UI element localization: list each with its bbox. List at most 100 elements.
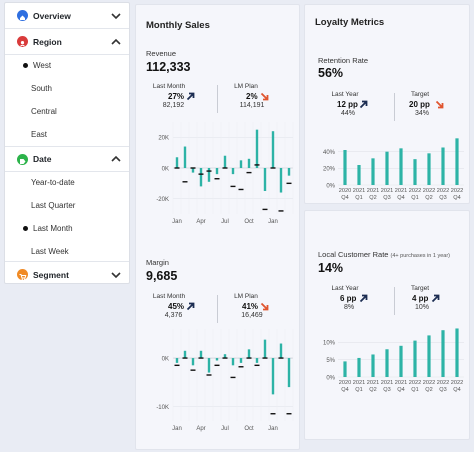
- variance-bar: [183, 350, 187, 359]
- retention-rate-chart: 40%20%0%2020Q42021Q12021Q22021Q32021Q420…: [323, 138, 464, 201]
- region-item-label: South: [31, 83, 52, 93]
- chevron-up-icon[interactable]: [110, 153, 122, 165]
- target-marker: [198, 357, 204, 359]
- quarter-bar: [399, 148, 403, 185]
- x-tick-year: 2021: [353, 380, 365, 386]
- region-item-west[interactable]: West: [5, 55, 129, 75]
- variance-bar: [223, 354, 227, 359]
- region-item-east[interactable]: East: [5, 124, 129, 144]
- retention-last-year-label: Last Year: [331, 91, 359, 98]
- target-marker: [246, 357, 252, 359]
- x-tick-year: 2022: [423, 380, 435, 386]
- target-marker: [286, 182, 292, 185]
- region-header[interactable]: Region: [5, 29, 129, 55]
- chevron-up-icon[interactable]: [110, 36, 122, 48]
- margin-last-month-pct: 45%: [168, 302, 185, 311]
- target-marker: [206, 374, 212, 376]
- quarter-bar: [427, 335, 431, 377]
- date-item-ytd[interactable]: Year-to-date: [5, 172, 129, 192]
- target-marker: [174, 364, 180, 367]
- overview-header[interactable]: Overview: [5, 3, 129, 29]
- x-tick-year: 2021: [381, 380, 393, 386]
- date-header[interactable]: Date: [5, 146, 129, 172]
- variance-bar: [175, 358, 179, 363]
- arrow-down-right-icon: [260, 92, 269, 101]
- divider: [217, 85, 218, 113]
- variance-bar: [199, 350, 203, 359]
- margin-lm-plan-abs: 16,469: [241, 312, 263, 319]
- variance-bar: [239, 358, 243, 363]
- quarter-bar: [385, 349, 389, 377]
- x-tick-year: 2021: [367, 380, 379, 386]
- target-marker: [190, 167, 196, 169]
- date-item-last-quarter[interactable]: Last Quarter: [5, 195, 129, 215]
- y-tick-label: 0K: [162, 356, 169, 362]
- y-tick-label: 20%: [323, 167, 336, 173]
- date-item-last-week[interactable]: Last Week: [5, 241, 129, 261]
- revenue-value: 112,333: [146, 60, 191, 74]
- variance-bar: [231, 168, 235, 175]
- revenue-last-month-pct: 27%: [168, 92, 185, 101]
- variance-bar: [263, 168, 267, 191]
- region-item-label: West: [33, 60, 52, 70]
- y-tick-label: 20K: [158, 136, 169, 142]
- variance-bar: [271, 358, 275, 395]
- retention-last-year-pct: 44%: [340, 110, 355, 117]
- x-tick-quarter: Q2: [369, 387, 376, 393]
- retention-last-year-pp: 12 pp: [337, 100, 358, 109]
- segment-header[interactable]: Segment: [5, 261, 129, 287]
- revenue-variance-chart: 20K 0K -20K Jan Apr Jul Oct Jan: [156, 122, 294, 225]
- x-tick-year: 2021: [395, 380, 407, 386]
- retention-rate-label: Retention Rate: [318, 56, 369, 65]
- date-item-last-month[interactable]: Last Month: [5, 218, 129, 238]
- region-item-central[interactable]: Central: [5, 101, 129, 121]
- arrow-up-right-icon: [186, 92, 195, 101]
- variance-bar: [207, 358, 211, 373]
- local-target-label: Target: [410, 285, 430, 292]
- local-customer-rate-note: (4+ purchases in 1 year): [390, 253, 451, 259]
- target-marker: [174, 167, 180, 169]
- variance-bar: [207, 168, 211, 182]
- x-tick-quarter: Q4: [397, 387, 404, 393]
- loyalty-metrics-title: Loyalty Metrics: [315, 17, 385, 28]
- variance-bar: [247, 349, 251, 359]
- retention-target-label: Target: [410, 91, 430, 98]
- local-last-year-pp: 6 pp: [340, 294, 357, 303]
- chevron-down-icon[interactable]: [110, 269, 122, 281]
- target-marker: [254, 364, 260, 367]
- x-tick-quarter: Q1: [355, 387, 362, 393]
- target-marker: [262, 357, 268, 359]
- target-marker: [214, 178, 220, 180]
- target-marker: [262, 208, 268, 211]
- region-item-south[interactable]: South: [5, 78, 129, 98]
- home-icon: [17, 10, 28, 21]
- local-customer-rate-label: Local Customer Rate (4+ purchases in 1 y…: [318, 250, 450, 259]
- x-tick-year: 2022: [409, 380, 421, 386]
- quarter-bar: [357, 357, 361, 377]
- x-tick-quarter: Q2: [369, 195, 376, 201]
- variance-bar: [287, 358, 291, 388]
- variance-bar: [199, 168, 203, 187]
- y-tick-label: -10K: [156, 405, 169, 411]
- variance-bar: [271, 131, 275, 168]
- local-target-pp: 4 pp: [412, 294, 429, 303]
- quarter-bar: [413, 159, 417, 185]
- margin-last-month-abs: 4,376: [164, 312, 183, 319]
- variance-bar: [191, 358, 195, 366]
- target-marker: [238, 188, 244, 191]
- segment-label: Segment: [33, 269, 69, 280]
- margin-label: Margin: [146, 258, 169, 267]
- x-tick-label: Oct: [244, 426, 254, 432]
- local-customer-rate-value: 14%: [318, 261, 344, 275]
- x-tick-quarter: Q2: [425, 387, 432, 393]
- date-item-label: Year-to-date: [31, 177, 75, 187]
- quarter-bar: [441, 147, 445, 185]
- x-tick-year: 2022: [451, 188, 463, 194]
- variance-bar: [255, 358, 259, 363]
- target-marker: [190, 369, 196, 371]
- quarter-bar: [455, 328, 459, 377]
- x-tick-quarter: Q1: [411, 195, 418, 201]
- target-marker: [198, 173, 204, 175]
- chevron-down-icon[interactable]: [110, 10, 122, 22]
- variance-bar: [215, 358, 219, 361]
